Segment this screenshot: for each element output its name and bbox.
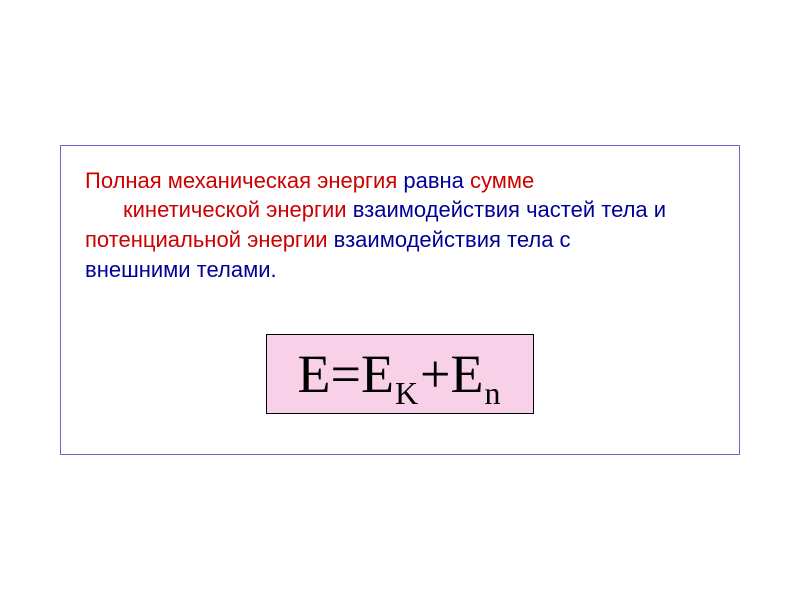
text-interaction: взаимодействия тела с [328, 227, 571, 252]
text-equals: равна [397, 168, 470, 193]
formula-lhs: E [297, 347, 330, 401]
text-external-bodies: внешними телами. [85, 257, 277, 282]
slide-container: Полная механическая энергия равна сумме … [60, 145, 740, 456]
term-mechanical-energy: Полная механическая энергия [85, 168, 397, 193]
text-body-parts: взаимодействия частей тела и [347, 197, 666, 222]
formula-term2: E [451, 347, 484, 401]
term-sum: сумме [470, 168, 534, 193]
formula-sub1: K [395, 375, 418, 412]
formula-plus: + [420, 347, 450, 401]
definition-paragraph: Полная механическая энергия равна сумме … [85, 166, 715, 285]
formula-box: E = E K + E n [266, 334, 533, 414]
formula-term1: E [361, 347, 394, 401]
term-potential: потенциальной энергии [85, 227, 328, 252]
formula-sub2: n [485, 375, 501, 412]
formula-equals: = [330, 347, 360, 401]
term-kinetic: кинетической энергии [123, 197, 347, 222]
